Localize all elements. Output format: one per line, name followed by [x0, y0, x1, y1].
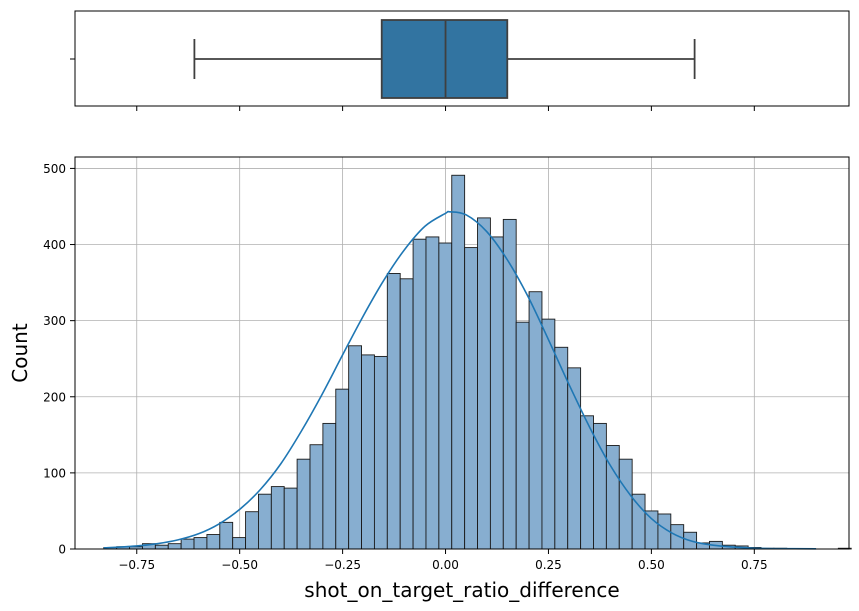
histogram-bar — [219, 521, 234, 550]
histogram-bar — [193, 537, 208, 550]
boxplot-panel — [70, 10, 850, 111]
y-axis-label: Count — [8, 323, 32, 383]
histogram-bar — [412, 238, 427, 550]
histogram-bars — [103, 174, 852, 550]
histogram-bar — [361, 354, 375, 550]
histogram-bar — [258, 493, 272, 550]
histogram-panel: −0.75 −0.50 −0.25 0.00 0.25 0.50 0.75 0 100 200 3… — [8, 156, 852, 602]
histogram-bar — [644, 510, 659, 550]
histogram-bar — [502, 218, 517, 550]
y-axis: 0 100 200 300 400 500 — [43, 162, 75, 557]
histogram-bar — [425, 236, 440, 550]
histogram-bar — [451, 174, 466, 550]
histogram-frame — [74, 156, 850, 550]
y-tick-label: 400 — [43, 238, 66, 252]
histogram-bar — [631, 493, 646, 550]
histogram-bar — [464, 247, 478, 550]
boxplot-box — [380, 19, 509, 99]
histogram-bar — [348, 345, 362, 550]
histogram-bar — [270, 486, 285, 550]
x-tick-label: −0.50 — [221, 558, 258, 572]
histogram-bar — [180, 538, 195, 550]
histogram-bar — [489, 236, 504, 550]
x-axis-label: shot_on_target_ratio_difference — [304, 578, 619, 602]
histogram-bar — [541, 318, 556, 550]
y-tick-label: 500 — [43, 162, 66, 176]
boxplot-x-ticks — [136, 106, 755, 111]
y-tick-label: 0 — [58, 543, 66, 557]
x-tick-label: −0.75 — [118, 558, 155, 572]
histogram-bar — [618, 458, 633, 550]
histogram-bar — [399, 278, 414, 550]
histogram-bar — [296, 458, 311, 550]
x-tick-label: 0.25 — [535, 558, 562, 572]
histogram-bar — [322, 422, 337, 550]
y-tick-label: 200 — [43, 390, 66, 404]
histogram-bar — [309, 444, 324, 550]
histogram-bar — [154, 544, 169, 550]
y-tick-label: 300 — [43, 314, 66, 328]
boxplot-elements — [193, 19, 696, 99]
histogram-bar — [283, 487, 298, 550]
kde-curve — [103, 210, 817, 550]
histogram-bar — [477, 217, 491, 550]
histogram-bar — [580, 415, 594, 550]
histogram-bar — [206, 534, 221, 550]
x-tick-label: 0.75 — [741, 558, 768, 572]
x-tick-label: −0.25 — [324, 558, 361, 572]
histogram-bar — [438, 242, 453, 550]
histogram-bar — [373, 355, 388, 550]
histogram-bar — [167, 543, 182, 550]
y-tick-label: 100 — [43, 466, 66, 480]
histogram-bar — [245, 511, 259, 550]
histogram-bar — [386, 273, 401, 550]
histogram-bar — [232, 537, 247, 550]
x-tick-label: 0.50 — [638, 558, 665, 572]
histogram-bar — [593, 422, 607, 550]
histogram-bar — [335, 388, 350, 550]
histogram-bar — [515, 321, 530, 550]
x-tick-label: 0.00 — [432, 558, 459, 572]
histogram-bar — [528, 291, 543, 550]
x-axis: −0.75 −0.50 −0.25 0.00 0.25 0.50 0.75 — [118, 549, 768, 572]
